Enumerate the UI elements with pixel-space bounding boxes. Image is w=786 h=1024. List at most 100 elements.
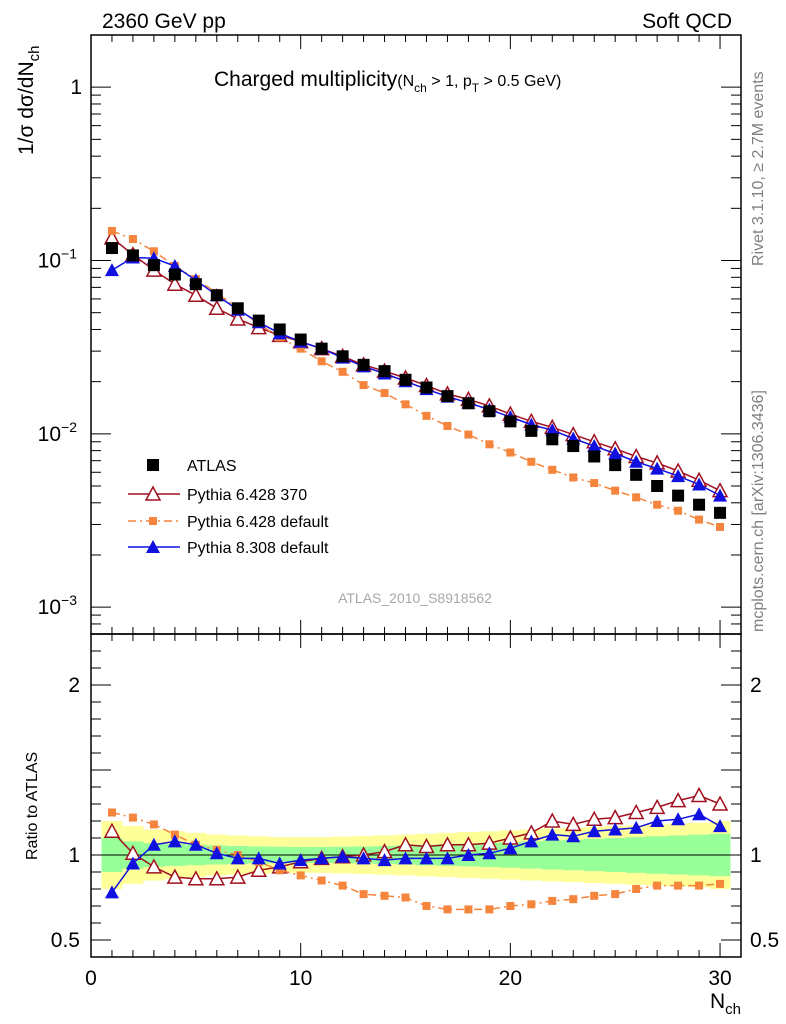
main-point-atlas xyxy=(588,450,601,463)
main-point-py6-default xyxy=(107,226,116,235)
main-y-tick-label-exp: −1 xyxy=(61,246,77,262)
ratio-point-py8 xyxy=(608,822,623,836)
main-point-atlas xyxy=(672,489,685,502)
header-energy-label: 2360 GeV pp xyxy=(102,10,226,33)
ratio-point-py8 xyxy=(461,848,476,861)
main-y-tick-label-base: 10 xyxy=(38,596,61,619)
x-tick-label: 10 xyxy=(289,967,312,990)
main-series-line-py6-370 xyxy=(111,237,721,492)
main-point-atlas xyxy=(714,506,727,519)
main-point-atlas xyxy=(609,459,622,472)
legend-marker-py8 xyxy=(146,540,160,553)
main-point-atlas xyxy=(126,249,139,262)
ratio-point-py6-370 xyxy=(208,870,226,886)
plot-title-cut-a-sub: ch xyxy=(414,81,427,95)
legend-marker-atlas xyxy=(147,459,159,471)
ratio-point-py6-default xyxy=(590,891,599,900)
main-point-atlas xyxy=(315,342,328,355)
main-point-atlas xyxy=(210,289,223,302)
ratio-point-py6-default xyxy=(695,881,704,890)
main-y-tick-label: 1 xyxy=(70,76,82,99)
ratio-point-py6-default xyxy=(296,871,305,880)
main-point-py8 xyxy=(650,461,665,475)
ratio-point-py6-default xyxy=(380,891,389,900)
main-y-tick-label-base: 10 xyxy=(38,250,61,273)
plot-title-cut-b: > 1, p xyxy=(427,73,472,90)
main-point-atlas xyxy=(483,405,496,418)
main-point-py8 xyxy=(545,423,560,437)
ratio-point-py6-default xyxy=(422,902,431,910)
main-point-py8 xyxy=(104,263,119,277)
main-point-atlas xyxy=(630,468,643,481)
main-point-py6-370 xyxy=(208,299,226,316)
ratio-point-py6-default xyxy=(653,881,662,890)
main-y-axis-label-base: 1/σ dσ/dN xyxy=(15,61,38,155)
ratio-y-tick-label-left: 0.5 xyxy=(51,929,80,952)
ratio-point-py8 xyxy=(230,851,245,865)
ratio-point-py6-370 xyxy=(711,795,729,811)
source-label: mcplots.cern.ch [arXiv:1306.3436] xyxy=(750,390,767,632)
ratio-point-py8 xyxy=(587,824,602,838)
ratio-point-py6-default xyxy=(569,895,578,904)
main-point-py6-default xyxy=(128,235,137,244)
main-point-py6-default xyxy=(590,479,599,488)
ratio-point-py8 xyxy=(713,819,728,833)
x-tick-label: 0 xyxy=(85,967,97,990)
main-point-atlas xyxy=(462,397,475,410)
ratio-point-py6-370 xyxy=(397,836,414,852)
main-point-atlas xyxy=(147,259,160,272)
ratio-point-py6-370 xyxy=(439,836,456,852)
main-point-atlas xyxy=(168,268,181,281)
rivet-version-label: Rivet 3.1.10, ≥ 2.7M events xyxy=(750,71,767,266)
ratio-point-py6-370 xyxy=(544,812,561,828)
main-point-py8 xyxy=(692,477,707,491)
ratio-point-py6-370 xyxy=(250,861,267,878)
main-point-py6-default xyxy=(296,344,305,353)
ratio-y-tick-label-left: 1 xyxy=(68,844,80,867)
main-point-py6-default xyxy=(443,421,452,430)
main-point-atlas xyxy=(357,358,370,371)
main-point-py8 xyxy=(608,446,623,460)
ratio-point-py6-default xyxy=(716,879,725,888)
header-category-label: Soft QCD xyxy=(642,10,732,33)
x-axis-label-base: N xyxy=(710,990,725,1013)
ratio-point-py6-default xyxy=(107,808,116,817)
main-point-py8 xyxy=(671,469,686,483)
main-point-atlas xyxy=(420,381,433,394)
ratio-point-py6-default xyxy=(485,905,494,914)
ratio-point-py8 xyxy=(524,834,539,848)
ratio-point-py6-default xyxy=(527,900,536,909)
legend-label-py8: Pythia 8.308 default xyxy=(187,540,329,557)
ratio-point-py8 xyxy=(545,827,560,841)
legend-label-py6-default: Pythia 6.428 default xyxy=(187,514,329,531)
ratio-point-py8 xyxy=(314,851,329,865)
ratio-point-py6-default xyxy=(275,866,284,875)
main-point-py6-default xyxy=(653,500,662,509)
ratio-point-py8 xyxy=(650,814,665,827)
ratio-point-py8 xyxy=(566,829,581,843)
main-y-tick-label-base: 10 xyxy=(38,423,61,446)
main-point-atlas xyxy=(189,278,202,291)
ratio-point-py8 xyxy=(356,851,371,865)
ratio-point-py6-370 xyxy=(627,803,645,820)
main-point-atlas xyxy=(273,323,286,336)
ratio-point-py8 xyxy=(377,853,392,867)
main-point-py6-370 xyxy=(229,310,247,326)
main-point-py6-default xyxy=(695,515,704,524)
main-point-py6-default xyxy=(674,506,683,515)
main-series-line-py6-default xyxy=(111,230,721,528)
legend-label-py6-370: Pythia 6.428 370 xyxy=(187,487,307,504)
ratio-plot-frame xyxy=(90,633,742,958)
ratio-y-tick-label-left: 2 xyxy=(68,674,80,697)
main-point-py6-default xyxy=(380,389,389,398)
main-y-tick-label-exp: −3 xyxy=(61,592,77,608)
main-point-atlas xyxy=(546,433,559,446)
ratio-point-py6-default xyxy=(611,890,620,899)
main-point-atlas xyxy=(525,424,538,437)
main-point-atlas xyxy=(231,302,244,315)
main-point-atlas xyxy=(336,350,349,363)
main-point-py6-default xyxy=(569,473,578,482)
main-point-py6-default xyxy=(422,411,431,420)
plot-title-cut-b-sub: T xyxy=(472,81,480,95)
